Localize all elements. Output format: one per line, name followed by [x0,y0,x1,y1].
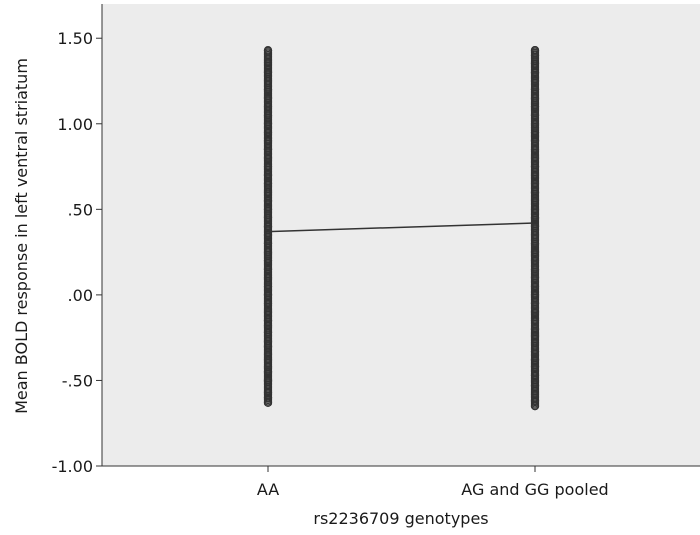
data-point [530,299,540,308]
data-point [530,222,540,231]
mean-line [267,222,536,233]
y-tick-label: .50 [68,200,93,219]
data-point [530,59,540,69]
data-point [263,76,273,86]
data-point [263,273,273,282]
data-point [530,401,540,411]
data-point [263,85,273,94]
y-tick-label: -.50 [62,371,93,390]
data-point [530,213,540,223]
data-point [530,205,540,214]
data-point [263,299,273,308]
x-axis-title: rs2236709 genotypes [313,509,488,528]
data-point [263,398,273,407]
x-tick-label: AA [257,480,279,499]
data-point [263,265,273,274]
y-tick-label: 1.00 [57,115,93,134]
data-point [530,102,540,111]
data-point [263,93,273,103]
data-point [530,145,540,154]
data-point [530,256,540,265]
data-point [263,68,273,77]
data-point [263,213,273,223]
data-point [263,307,273,317]
data-point [530,136,540,146]
data-point [263,321,273,330]
data-point [263,388,273,397]
data-point [263,145,273,154]
data-point [263,119,273,128]
data-point [530,265,540,274]
data-point [530,324,540,334]
data-point [263,355,273,365]
mean-line-group [267,222,536,233]
data-point [263,282,273,291]
data-point [530,170,540,180]
data-point [530,381,540,390]
data-point [530,347,540,356]
data-point [263,376,273,385]
data-point [530,355,540,365]
data-point [530,76,540,86]
data-point [263,239,273,248]
data-point [263,102,273,111]
data-point [530,389,540,399]
data-point [263,179,273,188]
data-point [263,336,273,346]
data-point [263,393,273,402]
data-point [263,162,273,171]
data-point [263,342,273,351]
data-point [530,282,540,291]
data-point [263,111,273,120]
data-point [530,307,540,317]
data-point [263,247,273,257]
data-point [530,247,540,257]
data-point [263,46,273,55]
x-tick-label: AG and GG pooled [461,480,608,499]
data-point [530,290,540,300]
data-point [263,188,273,197]
data-point [530,128,540,137]
plot-area [102,4,700,466]
data-point [530,85,540,94]
data-point [263,205,273,214]
data-points [263,46,540,411]
data-point [263,316,273,325]
data-point [530,230,540,240]
data-point [263,290,273,300]
y-axis-title: Mean BOLD response in left ventral stria… [12,58,31,414]
data-point [530,239,540,248]
data-point [530,111,540,120]
data-point [530,371,540,380]
data-point [530,68,540,77]
y-tick-label: .00 [68,286,93,305]
data-point [263,196,273,205]
data-point [263,58,273,67]
data-point [263,170,273,180]
data-point [263,153,273,163]
data-point [530,51,540,60]
data-point [530,188,540,197]
data-point [530,179,540,188]
y-tick-label: 1.50 [57,29,93,48]
data-point [263,256,273,265]
data-point [530,93,540,103]
x-axis-ticks: AA AG and GG pooled [257,466,609,499]
data-point [530,153,540,163]
y-axis-ticks: -1.00 -.50 .00 .50 1.00 1.50 [52,29,102,476]
data-point [530,196,540,205]
data-point [263,367,273,377]
data-point [530,273,540,282]
data-point [530,46,540,55]
data-point [530,162,540,171]
data-point [530,316,540,325]
data-point [263,136,273,146]
data-point [263,128,273,137]
y-tick-label: -1.00 [52,457,93,476]
data-point [530,119,540,128]
data-point [263,222,273,231]
data-point [263,350,273,359]
